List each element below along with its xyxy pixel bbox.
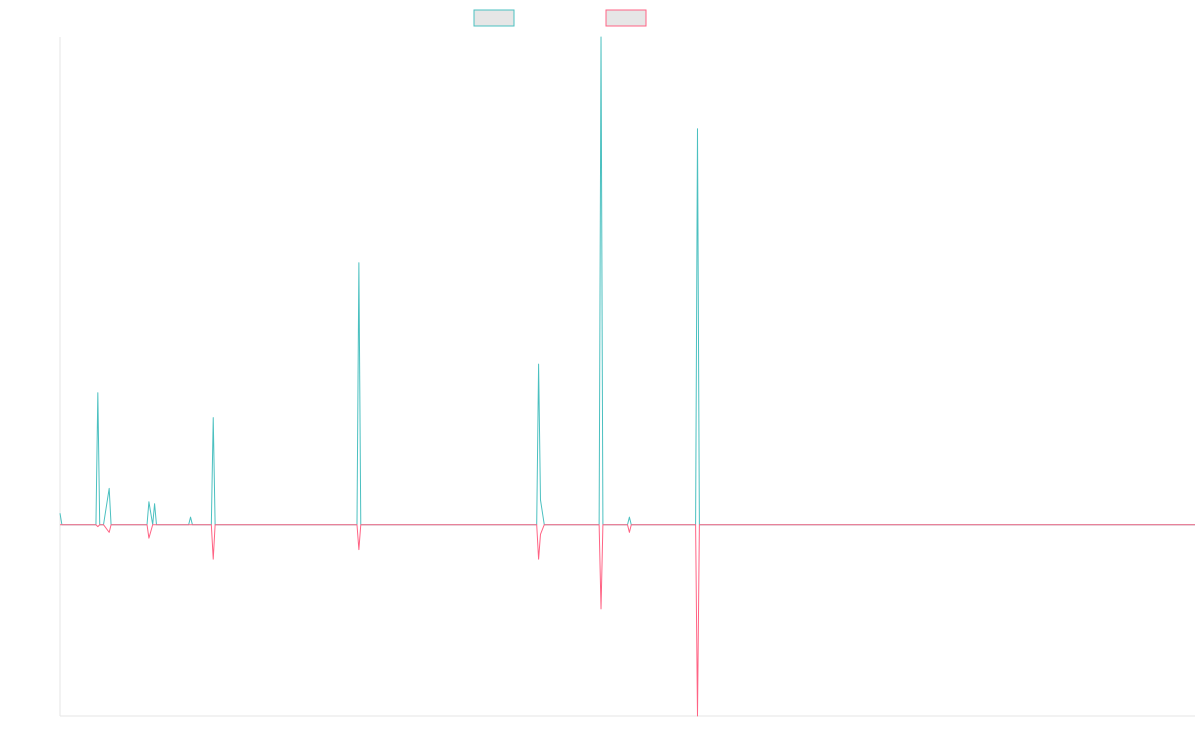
legend-swatch-1 bbox=[473, 9, 515, 27]
series-line-1 bbox=[59, 36, 1195, 526]
chart-axes bbox=[59, 37, 1195, 717]
chart-series bbox=[59, 36, 1195, 717]
legend-item-1[interactable] bbox=[473, 9, 515, 27]
legend-swatch-2 bbox=[605, 9, 647, 27]
chart-legend bbox=[473, 9, 647, 27]
series-line-2 bbox=[60, 524, 1195, 717]
legend-item-2[interactable] bbox=[605, 9, 647, 27]
